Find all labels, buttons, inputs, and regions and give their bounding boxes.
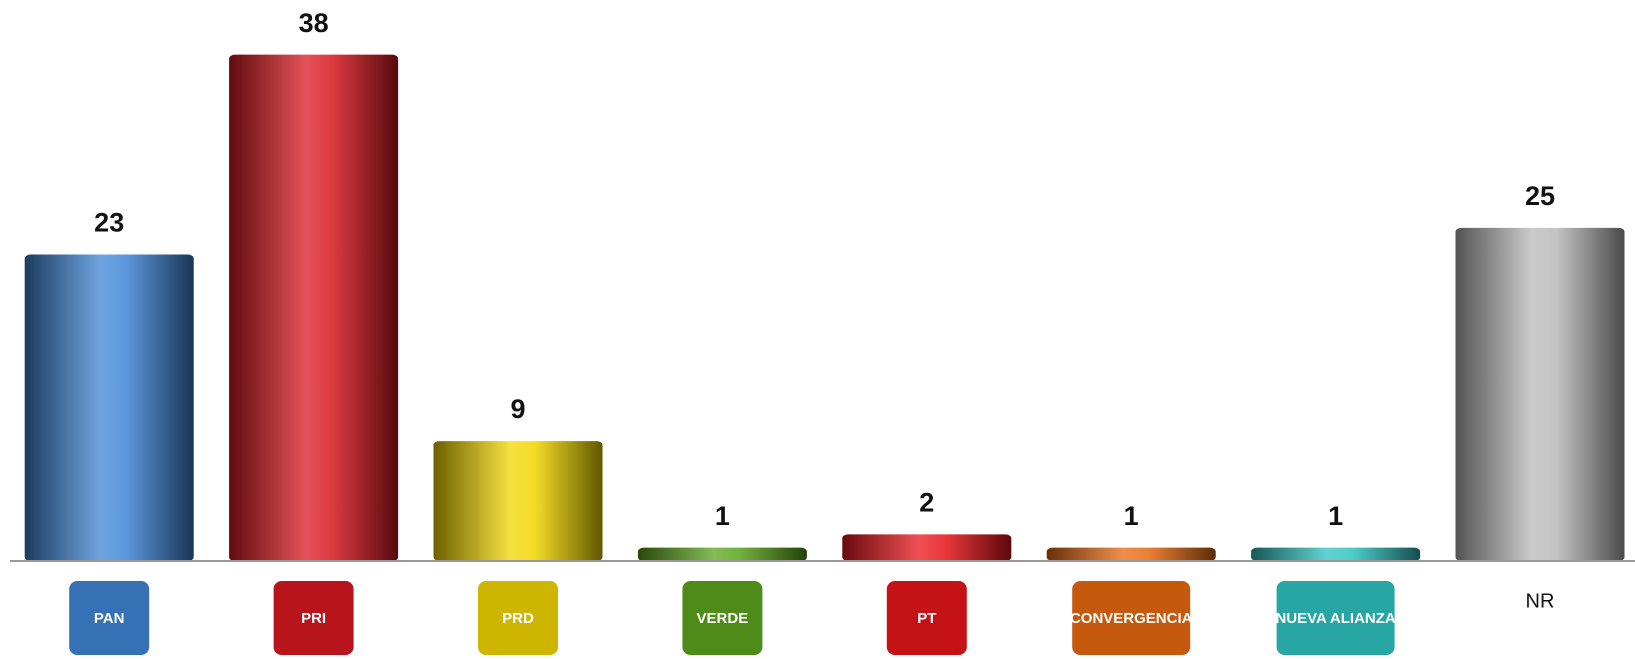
party-logo: [69, 581, 150, 655]
bar: [24, 254, 194, 561]
x-tick-label: NR: [1526, 590, 1555, 612]
value-label: 1: [1328, 501, 1343, 531]
x-tick-label: PRD: [502, 610, 534, 627]
x-tick-label: PAN: [94, 610, 125, 627]
value-label: 38: [299, 8, 329, 38]
value-label: 1: [715, 501, 730, 531]
value-label: 25: [1525, 181, 1555, 211]
x-tick-label: PT: [917, 610, 936, 627]
bar: [842, 534, 1012, 561]
party-logo: [682, 581, 763, 655]
value-label: 9: [510, 394, 525, 424]
value-label: 1: [1124, 501, 1139, 531]
value-label: 2: [919, 487, 934, 517]
x-tick-label: VERDE: [697, 610, 749, 627]
party-logo: [478, 581, 558, 655]
party-logo: [1072, 581, 1191, 655]
bar: [637, 547, 807, 561]
bar: [229, 54, 399, 562]
x-tick-label: NUEVA ALIANZA: [1275, 610, 1395, 627]
x-tick-label: PRI: [301, 610, 326, 627]
party-logo: [886, 581, 967, 655]
bar: [1251, 547, 1421, 561]
value-label: 23: [94, 208, 124, 238]
party-logo: [1276, 581, 1395, 655]
bar: [1046, 547, 1216, 561]
bar: [1455, 227, 1625, 561]
party-logo: [273, 581, 354, 655]
bar: [433, 441, 603, 561]
x-tick-label: CONVERGENCIA: [1070, 610, 1193, 627]
